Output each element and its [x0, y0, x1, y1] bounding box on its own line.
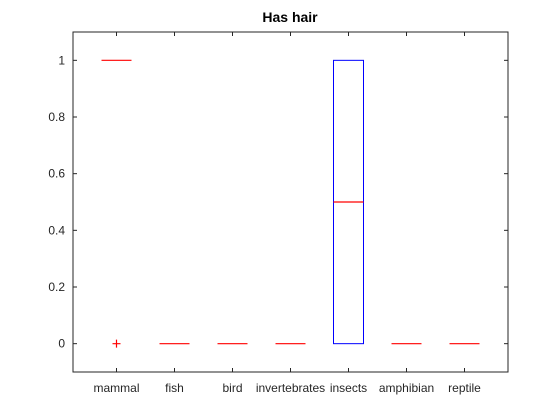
box-series — [101, 59, 480, 348]
x-tick-label: fish — [165, 381, 184, 395]
outlier-marker — [112, 339, 121, 348]
y-tick-label: 1 — [58, 53, 65, 67]
x-tick-label: bird — [222, 381, 242, 395]
x-tick-label: reptile — [448, 381, 481, 395]
y-tick-label: 0.8 — [48, 110, 65, 124]
y-axis: 0 0.2 0.4 0.6 0.8 1 — [48, 53, 508, 351]
x-tick-label: insects — [330, 381, 367, 395]
y-tick-label: 0.4 — [48, 223, 65, 237]
plot-area-frame — [72, 31, 509, 373]
y-tick-label: 0.2 — [48, 280, 65, 294]
x-tick-label: mammal — [93, 381, 139, 395]
box-insects — [333, 59, 364, 345]
y-tick-label: 0 — [58, 337, 65, 351]
x-tick-label: invertebrates — [256, 381, 325, 395]
x-tick-label: amphibian — [379, 381, 434, 395]
chart-title: Has hair — [262, 9, 318, 25]
box-mammal — [101, 59, 132, 348]
x-axis: mammal fish bird invertebrates insects amphib… — [93, 32, 481, 395]
y-tick-label: 0.6 — [48, 167, 65, 181]
